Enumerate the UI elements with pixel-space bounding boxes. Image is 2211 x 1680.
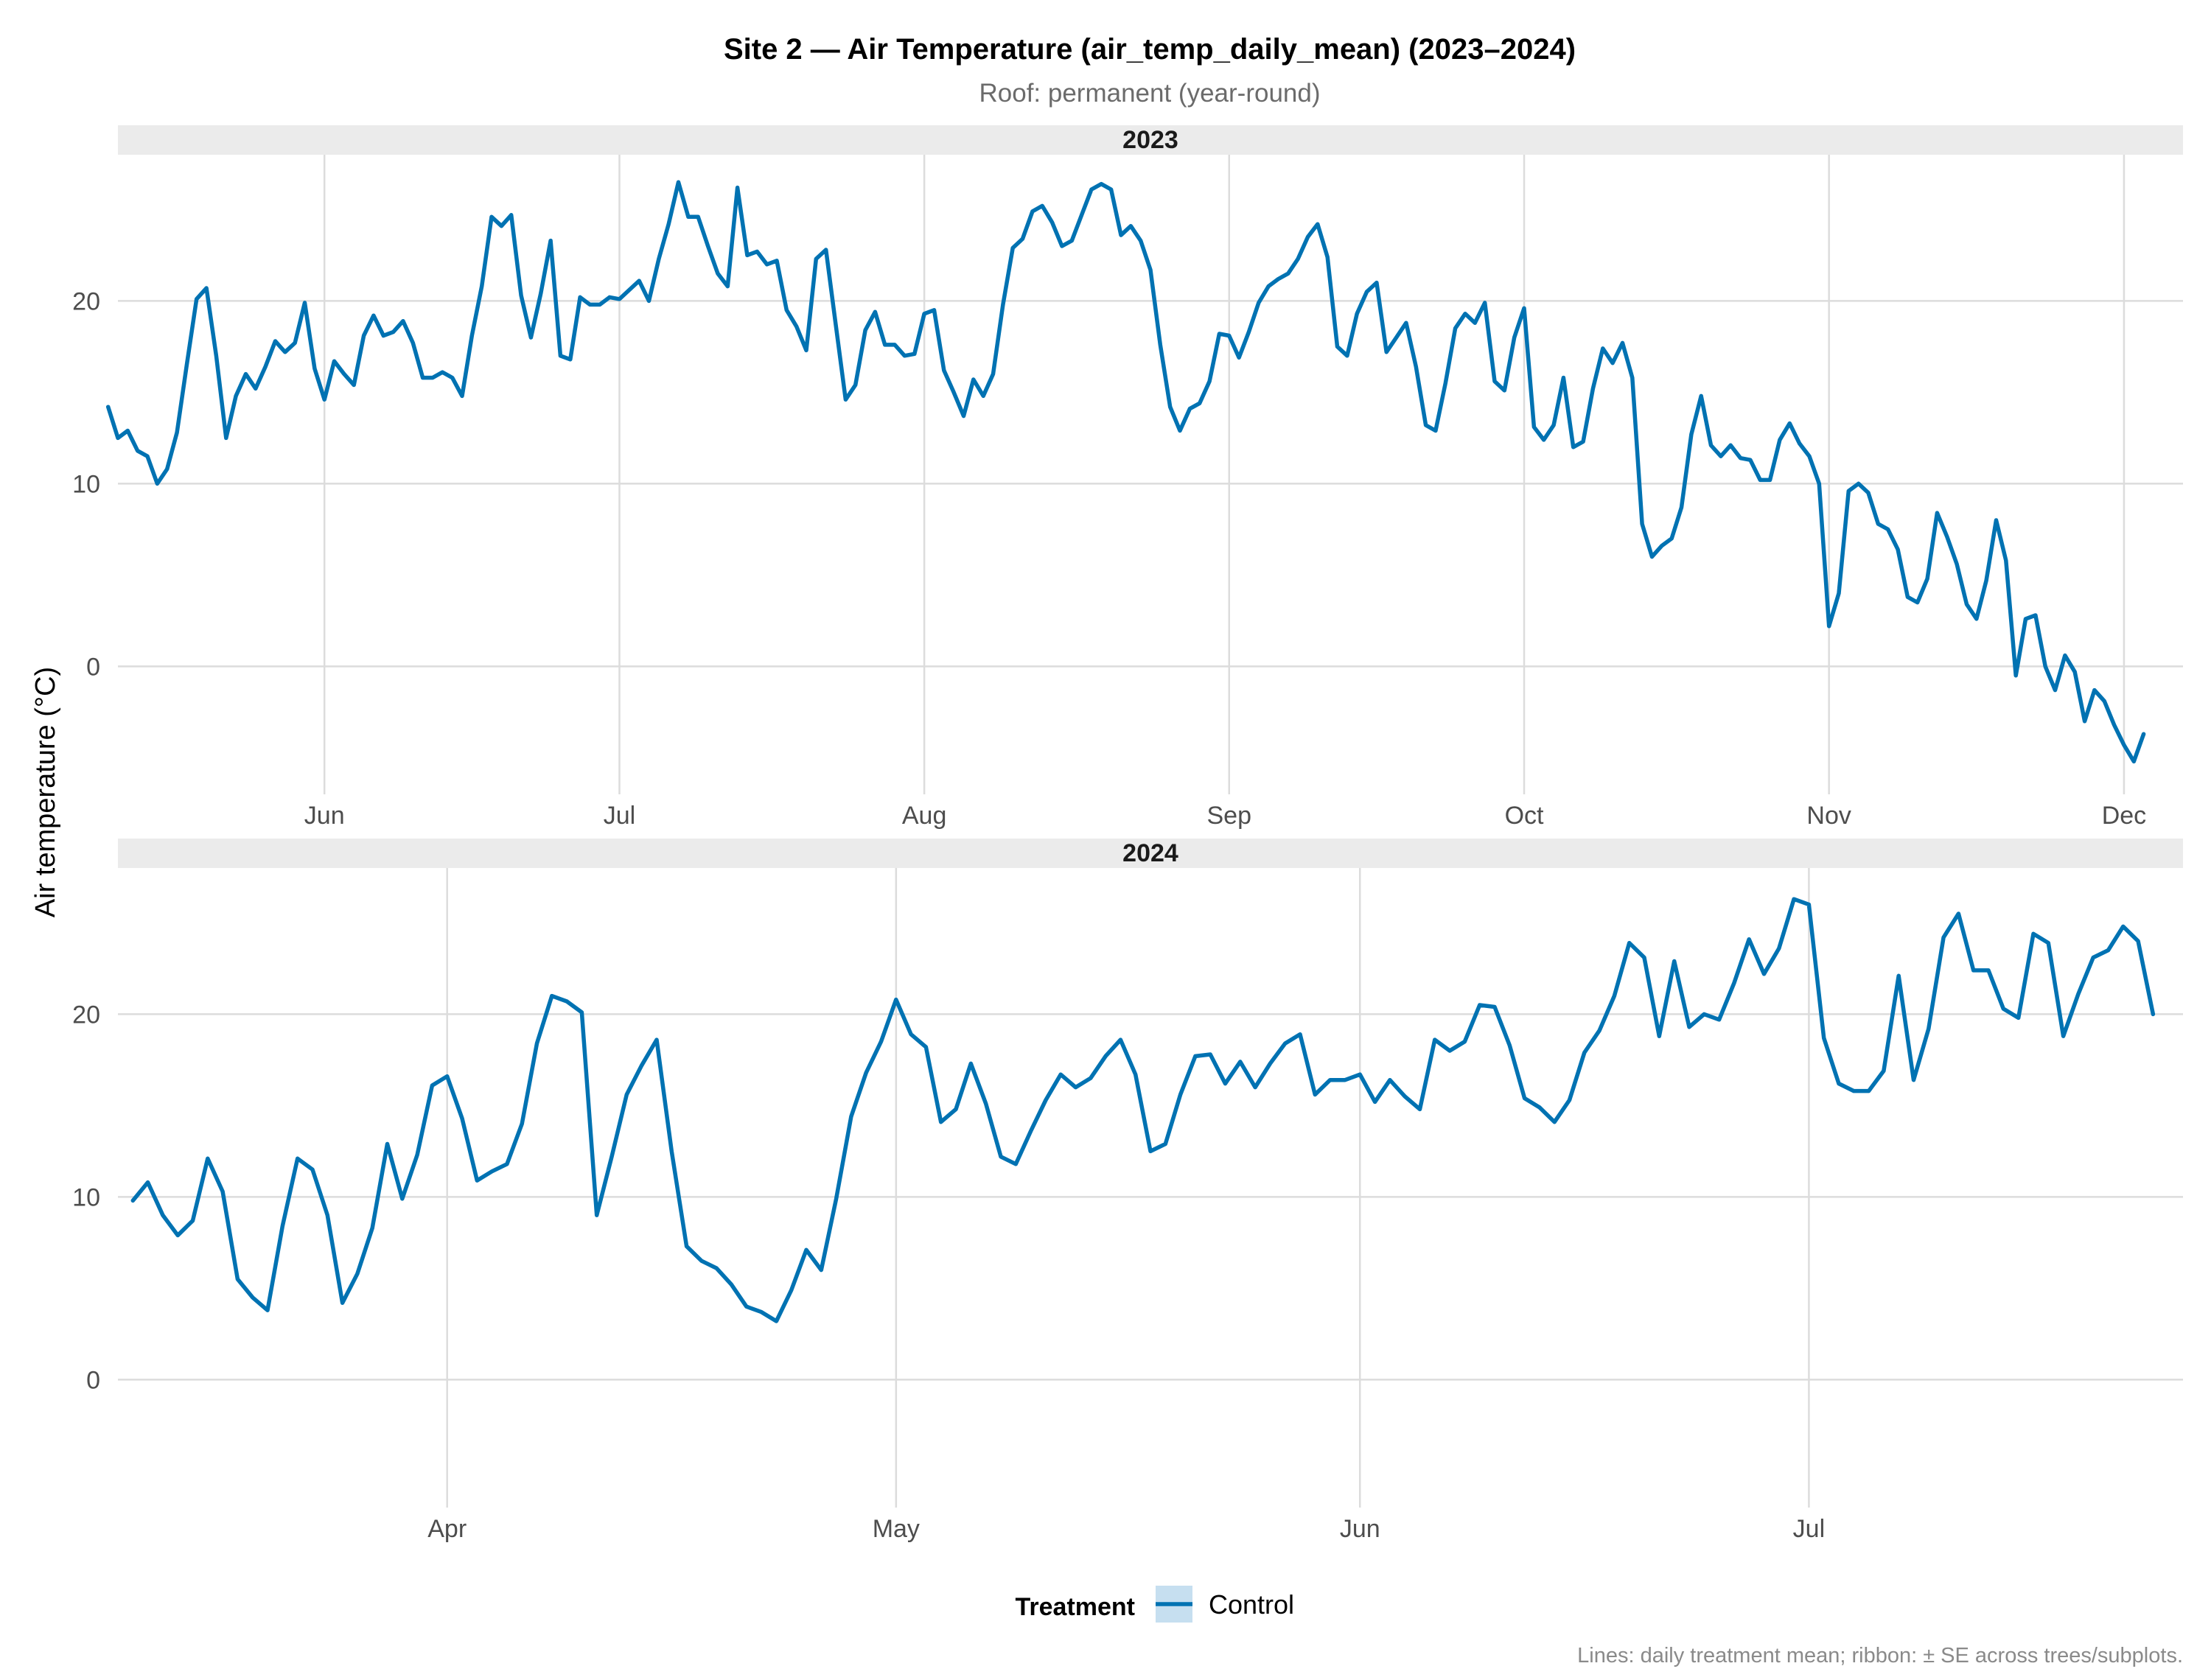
x-tick-label: Jun (1340, 1515, 1380, 1543)
y-tick-label: 20 (72, 1001, 100, 1029)
x-tick-label: Aug (902, 802, 947, 830)
y-tick-label: 10 (72, 1183, 100, 1211)
chart-caption: Lines: daily treatment mean; ribbon: ± S… (1577, 1644, 2183, 1667)
facet-strip (118, 125, 2183, 155)
x-tick-label: Oct (1505, 802, 1544, 830)
chart-title: Site 2 — Air Temperature (air_temp_daily… (724, 33, 1576, 66)
facet-label: 2023 (1122, 126, 1178, 154)
panel-2023: 2023 0 10 20 Jun Jul Aug Sep Oct Nov Dec (72, 125, 2183, 830)
y-tick-label: 0 (86, 1366, 100, 1394)
x-tick-label: May (873, 1515, 920, 1543)
legend-title: Treatment (1016, 1593, 1136, 1621)
facet-strip (118, 839, 2183, 868)
legend: Treatment Control (1016, 1586, 1294, 1623)
chart-subtitle: Roof: permanent (year-round) (979, 79, 1321, 108)
series-line-control (105, 180, 2146, 764)
y-tick-label: 10 (72, 470, 100, 498)
facet-label: 2024 (1122, 839, 1178, 867)
y-axis-label: Air temperature (°C) (30, 667, 61, 917)
x-tick-label: Jul (1793, 1515, 1825, 1543)
y-tick-label: 20 (72, 287, 100, 315)
x-tick-label: Dec (2102, 802, 2146, 830)
y-tick-label: 0 (86, 653, 100, 681)
panel-2024: 2024 0 10 20 Apr May Jun Jul (72, 839, 2183, 1543)
x-tick-label: Jul (604, 802, 635, 830)
facet-panels: 2023 0 10 20 Jun Jul Aug Sep Oct Nov Dec 2024 0 10 20 A… (72, 125, 2183, 1543)
x-tick-label: Jun (304, 802, 345, 830)
series-line-control (130, 897, 2156, 1323)
legend-label-control: Control (1209, 1589, 1294, 1620)
x-tick-label: Apr (427, 1515, 467, 1543)
x-tick-label: Nov (1806, 802, 1851, 830)
x-tick-label: Sep (1206, 802, 1251, 830)
